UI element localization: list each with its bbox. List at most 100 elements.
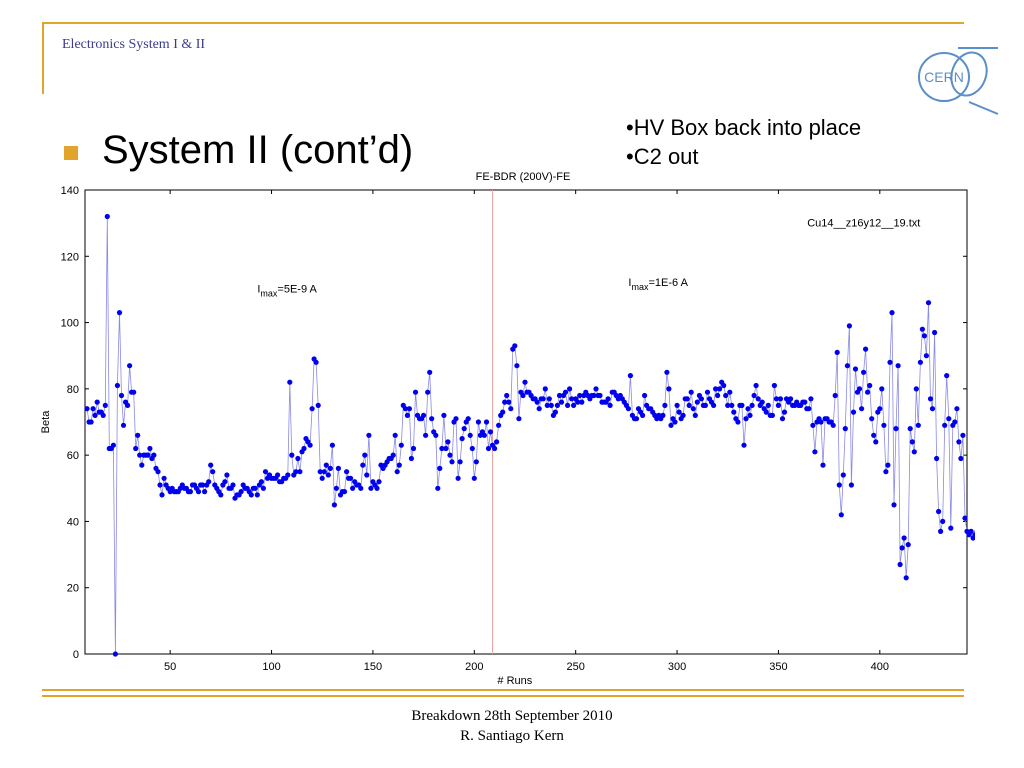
data-point xyxy=(376,479,382,485)
data-point xyxy=(836,482,842,488)
footer-rule-top xyxy=(42,689,964,691)
data-point xyxy=(735,419,741,425)
footer: Breakdown 28th September 2010 R. Santiag… xyxy=(380,706,644,746)
data-point xyxy=(808,396,814,402)
data-point xyxy=(960,432,966,438)
data-point xyxy=(100,412,106,418)
slide-notes: •HV Box back into place •C2 out xyxy=(626,113,861,171)
data-point xyxy=(445,439,451,445)
data-point xyxy=(118,392,125,399)
data-point xyxy=(94,399,100,405)
note-item: •HV Box back into place xyxy=(626,115,862,140)
footer-line-2: R. Santiago Kern xyxy=(460,728,564,744)
data-point xyxy=(127,363,133,369)
data-point xyxy=(974,529,975,533)
data-point xyxy=(552,409,559,415)
data-point xyxy=(698,396,705,402)
data-point xyxy=(358,485,364,491)
data-point xyxy=(293,469,299,475)
data-point xyxy=(749,402,755,408)
data-point xyxy=(642,392,648,399)
data-point xyxy=(575,399,581,405)
plot-frame xyxy=(84,189,968,655)
data-point xyxy=(777,396,784,402)
data-point xyxy=(364,472,370,478)
data-point xyxy=(676,409,682,415)
data-point xyxy=(313,359,319,365)
data-point xyxy=(230,482,236,488)
data-point xyxy=(751,392,757,399)
data-point xyxy=(680,412,686,418)
data-point xyxy=(781,409,788,415)
data-point xyxy=(392,432,398,438)
data-point xyxy=(869,416,875,422)
x-tick-label: 300 xyxy=(668,661,686,673)
data-point xyxy=(759,399,765,405)
data-point xyxy=(834,349,840,355)
data-point xyxy=(873,439,879,445)
data-point xyxy=(262,469,269,475)
data-point xyxy=(812,449,818,455)
data-point xyxy=(739,402,745,408)
data-point xyxy=(625,406,632,412)
data-point xyxy=(202,489,208,495)
y-axis-label: Beta xyxy=(40,410,52,434)
data-point xyxy=(329,442,335,448)
data-point xyxy=(487,429,494,435)
data-point xyxy=(702,402,709,408)
data-point xyxy=(690,406,696,412)
data-point xyxy=(919,326,926,332)
data-point xyxy=(802,399,808,405)
header-side-rule xyxy=(42,22,44,94)
data-point xyxy=(218,492,224,498)
data-point xyxy=(350,485,356,491)
data-point xyxy=(102,402,108,408)
data-point xyxy=(500,409,506,415)
data-point xyxy=(285,472,291,478)
data-point xyxy=(929,406,936,412)
data-point xyxy=(536,406,542,412)
data-point xyxy=(633,416,640,422)
data-point xyxy=(893,426,899,432)
data-point xyxy=(151,452,157,458)
data-point xyxy=(260,485,266,491)
data-point xyxy=(753,382,759,389)
data-point xyxy=(548,402,554,408)
data-point xyxy=(944,373,950,379)
data-point xyxy=(116,310,123,316)
data-point xyxy=(110,442,116,448)
data-point xyxy=(830,422,836,428)
y-tick-label: 60 xyxy=(67,450,79,462)
beta-chart: 50 100 150 200 250 300 350 400 0 20 40 60 80 100 120 14… xyxy=(40,171,975,687)
data-point xyxy=(818,419,824,425)
y-tick-label: 120 xyxy=(61,251,79,263)
data-point xyxy=(972,532,975,538)
data-point xyxy=(131,389,137,395)
data-point xyxy=(889,310,895,316)
data-point xyxy=(319,475,325,481)
y-tick-label: 140 xyxy=(61,185,79,197)
data-point xyxy=(447,452,453,458)
data-point xyxy=(863,346,869,352)
data-point xyxy=(946,416,952,422)
data-point xyxy=(457,459,463,465)
data-point xyxy=(133,445,139,452)
annotation-label: Imax=1E-6 A xyxy=(628,277,688,292)
data-point xyxy=(723,392,729,399)
data-point xyxy=(593,386,599,392)
data-point xyxy=(275,472,281,478)
data-point xyxy=(769,412,776,418)
data-point xyxy=(481,432,487,438)
y-tick-label: 80 xyxy=(67,384,79,396)
y-tick-label: 0 xyxy=(73,649,79,661)
data-point xyxy=(248,492,254,498)
data-point xyxy=(222,479,228,485)
data-point xyxy=(788,396,794,402)
data-point xyxy=(408,455,414,462)
data-point xyxy=(711,402,717,408)
x-tick-label: 250 xyxy=(566,661,584,673)
data-point xyxy=(238,489,244,495)
note-item: •C2 out xyxy=(626,144,699,169)
y-tick-label: 40 xyxy=(67,516,79,528)
data-point xyxy=(891,502,897,508)
